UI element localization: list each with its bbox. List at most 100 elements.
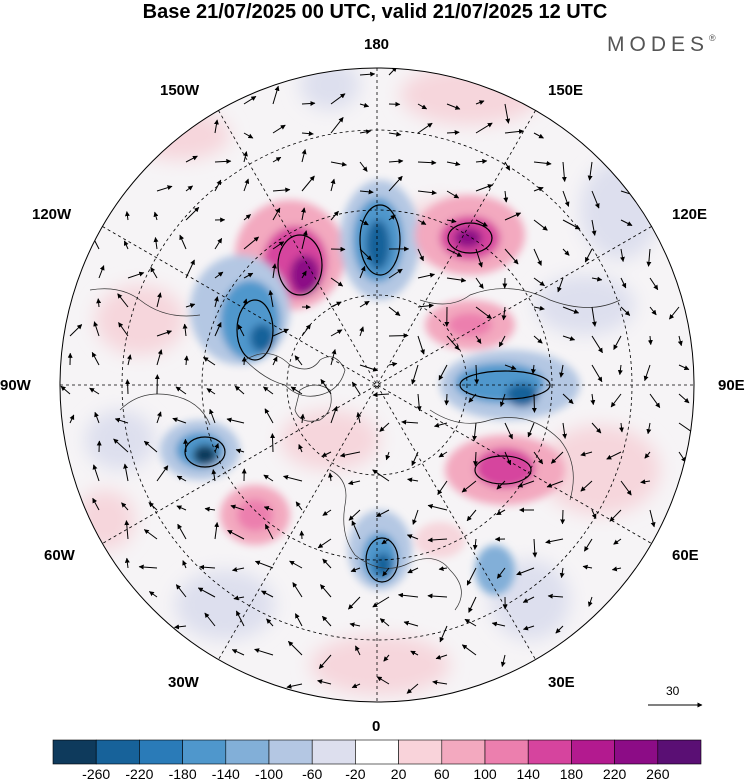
wind-arrow — [185, 303, 196, 308]
wind-arrow — [417, 190, 437, 196]
wind-arrow — [214, 271, 224, 279]
wind-arrow — [516, 567, 535, 576]
wind-arrow — [272, 124, 286, 134]
wind-arrow — [446, 161, 461, 167]
colorbar-tick-label: 100 — [473, 766, 497, 782]
wind-arrow — [407, 477, 419, 483]
wind-arrow — [562, 219, 581, 230]
wind-arrow — [649, 509, 656, 528]
wind-arrow — [412, 509, 419, 525]
wind-arrow — [359, 102, 370, 108]
wind-arrow — [182, 323, 188, 337]
wind-arrow — [383, 654, 390, 662]
wind-arrow — [649, 393, 661, 409]
wind-arrow — [126, 354, 132, 366]
wind-arrow — [644, 451, 651, 459]
wind-arrow — [669, 306, 680, 320]
wind-arrow — [446, 190, 460, 199]
wind-arrow — [461, 644, 477, 656]
wind-arrow — [475, 335, 482, 344]
colorbar-swatch — [311, 739, 356, 765]
wind-arrow — [348, 509, 361, 521]
wind-arrow — [351, 683, 361, 689]
wind-arrow — [584, 248, 593, 263]
wind-arrow — [468, 393, 477, 403]
wind-arrow — [531, 393, 537, 413]
wind-arrow — [89, 387, 100, 395]
wind-arrow — [646, 248, 652, 267]
wind-arrow — [517, 480, 535, 488]
wind-arrow — [580, 451, 593, 457]
wind-arrow — [301, 175, 315, 192]
wind-arrow — [203, 356, 216, 366]
wind-arrow — [475, 158, 488, 164]
wind-arrow — [472, 422, 478, 441]
wind-arrow — [330, 277, 344, 287]
colorbar-swatch — [398, 739, 443, 765]
brand-mark: ® — [709, 33, 716, 43]
wind-arrow — [591, 509, 597, 520]
wind-arrow — [385, 451, 391, 461]
wind-arrow — [678, 393, 690, 404]
wind-arrow — [156, 465, 169, 482]
wind-arrow — [330, 178, 336, 192]
wind-arrow — [475, 248, 483, 268]
wind-vectors — [60, 68, 694, 694]
wind-arrow — [93, 321, 100, 337]
wind-arrow — [359, 161, 368, 172]
wind-arrow — [301, 149, 307, 163]
wind-arrow — [322, 558, 332, 569]
wind-arrow — [69, 324, 83, 337]
wind-arrow — [301, 270, 307, 279]
wind-arrow — [123, 240, 129, 250]
wind-arrow — [646, 422, 652, 435]
wind-arrow — [498, 335, 506, 348]
wind-arrow — [271, 263, 277, 279]
wind-arrow — [359, 326, 365, 337]
wind-arrow — [237, 324, 245, 337]
wind-arrow — [330, 405, 338, 424]
colorbar-swatch — [441, 739, 486, 765]
wind-arrow — [562, 422, 568, 439]
wind-arrow — [272, 207, 281, 221]
wind-arrow — [533, 277, 545, 287]
wind-arrow — [530, 364, 536, 375]
modes-logo: MODES® — [607, 33, 716, 57]
wind-arrow — [301, 324, 311, 337]
wind-arrow — [464, 618, 477, 627]
wind-arrow — [406, 683, 419, 694]
wind-arrow — [123, 463, 129, 482]
wind-arrow — [262, 386, 274, 395]
wind-arrow — [678, 364, 690, 371]
wind-arrow — [398, 592, 419, 598]
wind-arrow — [677, 335, 683, 347]
lon-label-90e: 90E — [718, 377, 745, 394]
wind-arrow — [143, 440, 158, 453]
colorbar-tick-label: -180 — [168, 766, 197, 782]
wind-arrow — [557, 277, 564, 293]
wind-arrow — [243, 151, 248, 163]
colorbar-tick-label: 60 — [434, 766, 450, 782]
wind-arrow — [504, 422, 513, 440]
wind-arrow — [242, 298, 248, 308]
wind-arrow — [591, 219, 597, 236]
wind-arrow — [611, 566, 622, 572]
wind-arrow — [555, 625, 564, 634]
colorbar-swatch — [527, 739, 572, 765]
wind-arrow — [496, 509, 506, 516]
wind-arrow — [301, 100, 316, 106]
wind-arrow — [243, 178, 250, 192]
wind-arrow — [266, 618, 274, 627]
colorbar-tick-label: 180 — [559, 766, 584, 782]
wind-arrow — [649, 277, 659, 291]
wind-arrow — [234, 385, 245, 395]
wind-arrow — [197, 587, 216, 598]
wind-arrow — [231, 649, 245, 656]
wind-arrow — [183, 355, 189, 366]
wind-arrow — [175, 584, 187, 598]
wind-arrow — [372, 392, 390, 398]
wind-arrow — [562, 190, 570, 207]
wind-arrow — [562, 248, 570, 256]
wind-arrow — [401, 419, 419, 425]
wind-arrow — [475, 184, 493, 192]
